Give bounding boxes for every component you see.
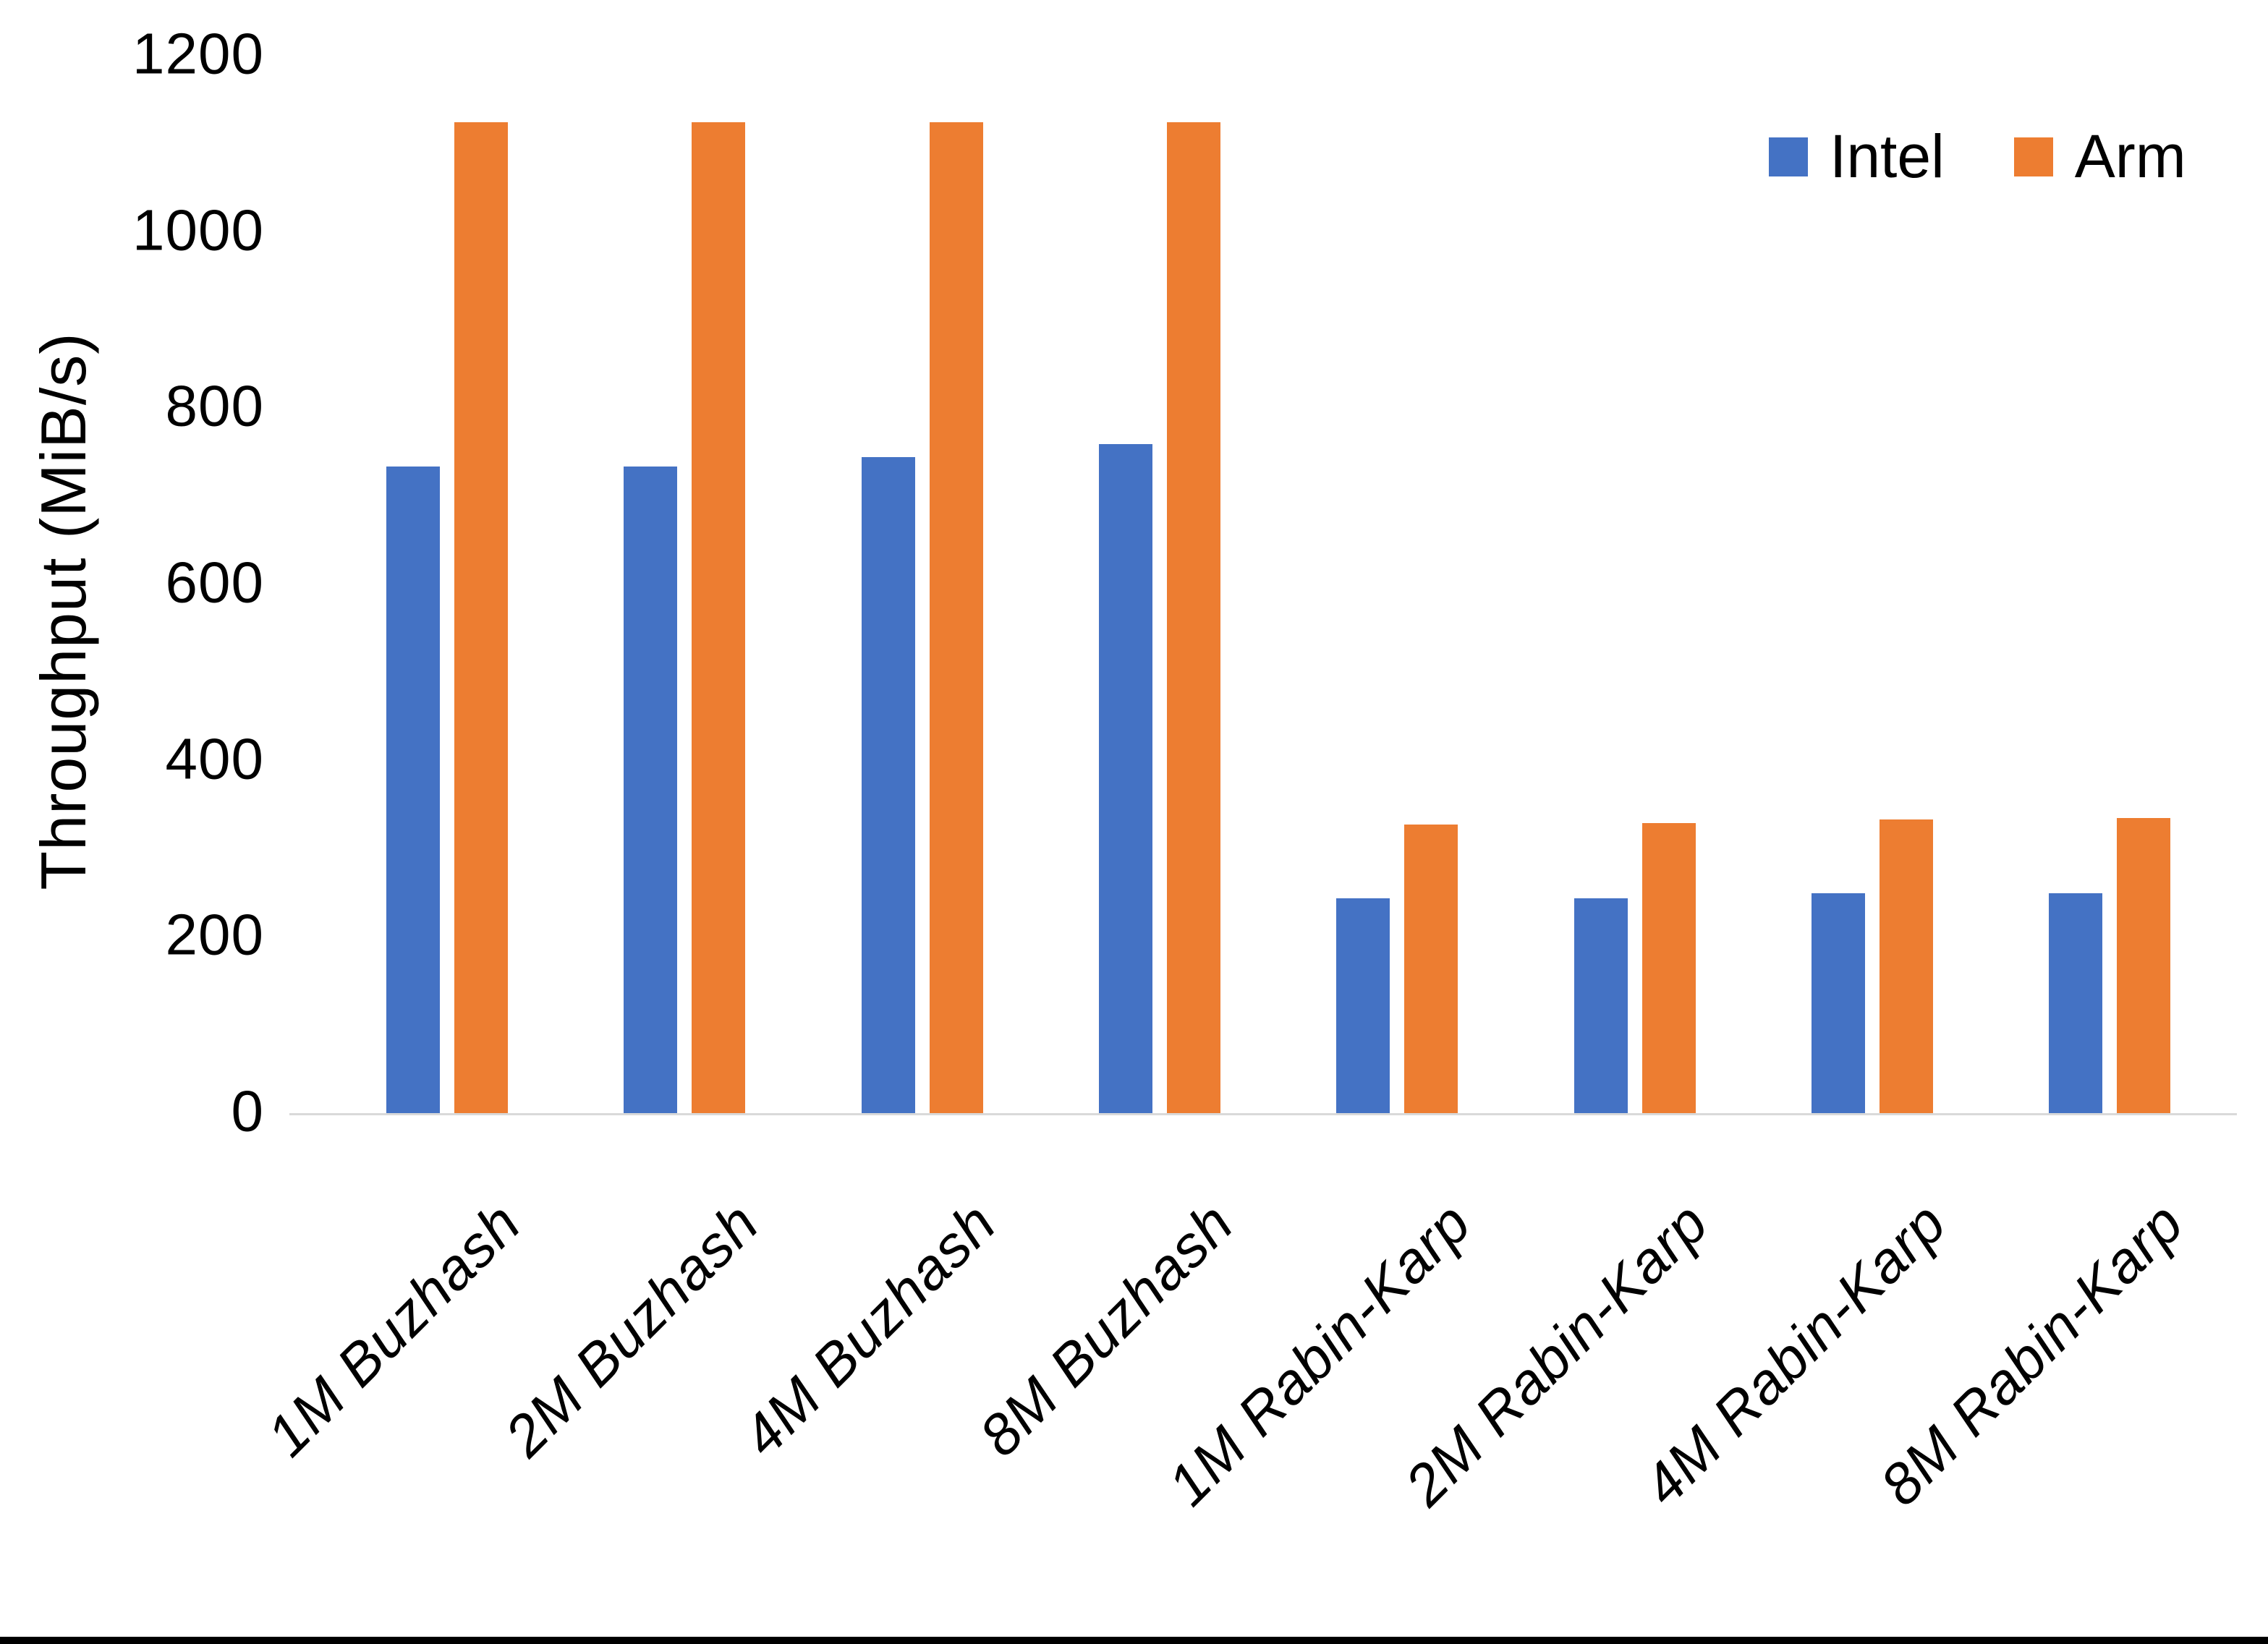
y-tick-label-600: 600 — [165, 550, 264, 615]
legend-swatch-intel — [1769, 137, 1808, 176]
y-tick-label-1200: 1200 — [132, 21, 264, 86]
bar-intel-2m-rabin-karp — [1573, 898, 1628, 1114]
x-tick-label-4m-buzhash: 4M Buzhash — [729, 1190, 1008, 1469]
x-tick-label-2m-buzhash: 2M Buzhash — [492, 1190, 770, 1469]
legend-label-arm: Arm — [2074, 122, 2186, 190]
bar-arm-8m-rabin-karp — [2117, 817, 2171, 1114]
bar-intel-1m-rabin-karp — [1336, 898, 1390, 1114]
bar-intel-2m-buzhash — [624, 466, 678, 1114]
y-tick-label-200: 200 — [165, 902, 264, 967]
legend-item-intel: Intel — [1769, 122, 1945, 192]
bar-arm-1m-rabin-karp — [1404, 825, 1458, 1114]
y-tick-label-800: 800 — [165, 373, 264, 438]
bar-intel-1m-buzhash — [386, 466, 440, 1114]
y-tick-label-0: 0 — [231, 1078, 264, 1143]
bar-intel-8m-buzhash — [1098, 444, 1152, 1114]
bar-intel-8m-rabin-karp — [2049, 893, 2103, 1114]
bar-arm-2m-buzhash — [692, 122, 746, 1114]
bar-arm-1m-buzhash — [454, 122, 508, 1114]
legend-swatch-arm — [2013, 137, 2053, 176]
x-axis-line — [289, 1113, 2237, 1115]
x-tick-label-1m-buzhash: 1M Buzhash — [255, 1190, 533, 1469]
bar-intel-4m-buzhash — [861, 457, 915, 1114]
legend-item-arm: Arm — [2013, 122, 2186, 192]
slide-bottom-border — [0, 1637, 2268, 1644]
bar-arm-4m-rabin-karp — [1879, 819, 1933, 1114]
y-tick-label-1000: 1000 — [132, 197, 264, 262]
bar-arm-4m-buzhash — [929, 122, 983, 1114]
y-tick-label-400: 400 — [165, 725, 264, 791]
bar-arm-2m-rabin-karp — [1641, 822, 1696, 1114]
bar-arm-8m-buzhash — [1166, 122, 1220, 1114]
legend-label-intel: Intel — [1830, 122, 1945, 190]
legend: Intel Arm — [1769, 122, 2186, 192]
bar-intel-4m-rabin-karp — [1811, 893, 1865, 1114]
